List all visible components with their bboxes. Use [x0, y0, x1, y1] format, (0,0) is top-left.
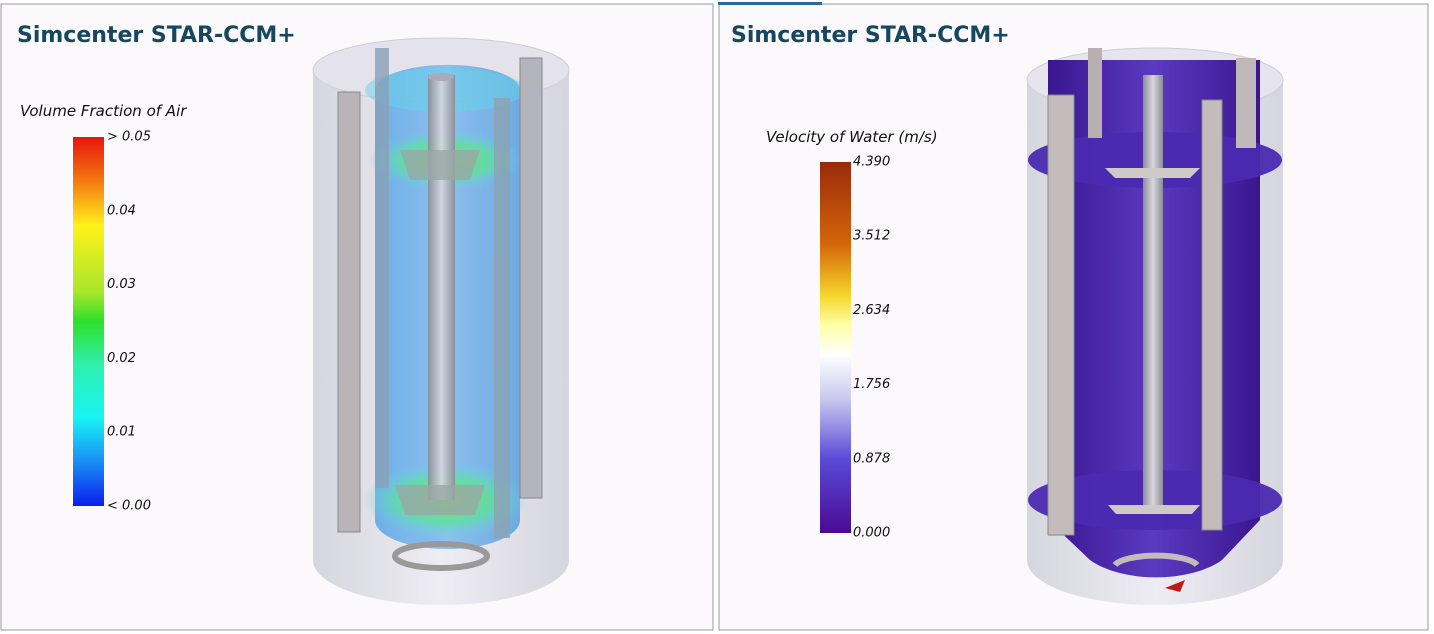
legend-label: > 0.05 — [107, 130, 151, 145]
color-bar — [820, 162, 851, 533]
legend-title: Volume Fraction of Air — [20, 102, 187, 120]
panel-title: Simcenter STAR-CCM+ — [17, 23, 296, 48]
tank-render — [1026, 47, 1284, 605]
legend-label: 0.878 — [853, 451, 890, 466]
panel-title: Simcenter STAR-CCM+ — [731, 23, 1010, 48]
legend-label: 0.03 — [107, 277, 136, 292]
legend-label: 2.634 — [853, 303, 890, 318]
legend-title: Velocity of Water (m/s) — [766, 128, 938, 146]
legend-label: 0.02 — [107, 351, 136, 366]
color-bar — [73, 137, 104, 506]
legend-labels: > 0.05 0.04 0.03 0.02 0.01 < 0.00 — [107, 130, 151, 514]
active-tab-indicator — [718, 2, 822, 5]
legend-label: 0.01 — [107, 425, 136, 440]
tank-render — [312, 37, 570, 605]
legend-label: 1.756 — [853, 377, 890, 392]
legend-label: 4.390 — [853, 155, 890, 170]
legend-label: < 0.00 — [107, 499, 151, 514]
legend-labels: 4.390 3.512 2.634 1.756 0.878 0.000 — [853, 155, 890, 541]
legend-label: 0.04 — [107, 203, 136, 218]
legend-label: 3.512 — [853, 229, 890, 244]
legend-label: 0.000 — [853, 526, 890, 541]
